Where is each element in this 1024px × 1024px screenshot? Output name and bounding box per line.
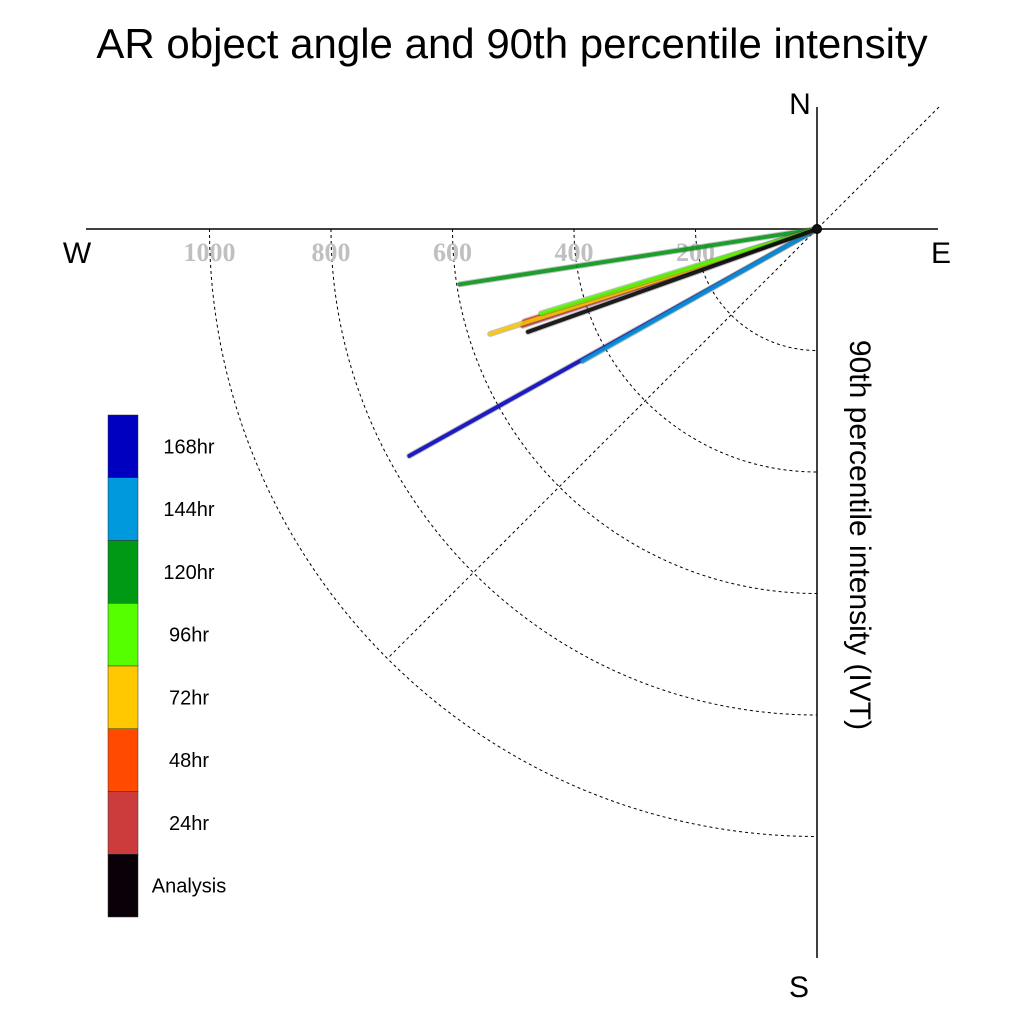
grid-arc-600 <box>452 228 818 594</box>
compass-north: N <box>789 88 811 121</box>
legend-label: 24hr <box>169 813 209 835</box>
tick-label-800: 800 <box>312 238 351 267</box>
compass-axes <box>86 107 938 958</box>
legend-swatch <box>107 603 139 667</box>
vector-96hr <box>538 226 820 317</box>
legend-label: 168hr <box>163 436 214 458</box>
legend: 168hr 144hr 120hr 96hr 72hr 48hr 24hr Analysis <box>107 414 226 918</box>
legend-swatch <box>107 665 139 729</box>
vector-120hr <box>456 226 820 288</box>
legend-label: Analysis <box>152 876 226 898</box>
tick-label-400: 400 <box>555 238 594 267</box>
y-axis-label: 90th percentile intensity (IVT) <box>843 340 876 730</box>
legend-swatch <box>107 728 139 792</box>
legend-swatch <box>107 791 139 855</box>
tick-label-1000: 1000 <box>184 238 236 267</box>
legend-swatch <box>107 854 139 918</box>
vector-analysis <box>524 226 820 335</box>
legend-item-72hr: 72hr <box>107 665 209 729</box>
legend-swatch <box>107 540 139 604</box>
grid-arc-200 <box>695 228 818 351</box>
legend-item-168hr: 168hr <box>107 414 215 478</box>
legend-item-analysis: Analysis <box>107 854 226 918</box>
legend-item-96hr: 96hr <box>107 603 209 667</box>
legend-swatch <box>107 414 139 478</box>
grid-arc-400 <box>573 228 818 473</box>
chart-title: AR object angle and 90th percentile inte… <box>96 20 927 67</box>
legend-label: 96hr <box>169 625 209 647</box>
legend-item-120hr: 120hr <box>107 540 215 604</box>
polar-grid <box>209 106 940 837</box>
tick-label-600: 600 <box>433 238 472 267</box>
legend-label: 144hr <box>163 499 214 521</box>
legend-label: 72hr <box>169 687 209 709</box>
vector-series <box>406 224 822 459</box>
origin-hub <box>812 224 822 234</box>
vector-144hr <box>579 226 820 365</box>
compass-east: E <box>931 237 951 270</box>
compass-south: S <box>789 971 809 1004</box>
compass-west: W <box>63 237 92 270</box>
legend-item-144hr: 144hr <box>107 477 215 541</box>
grid-arc-1000 <box>209 228 818 837</box>
legend-item-48hr: 48hr <box>107 728 209 792</box>
grid-arc-800 <box>330 228 818 716</box>
legend-label: 120hr <box>163 562 214 584</box>
legend-swatch <box>107 477 139 541</box>
legend-label: 48hr <box>169 750 209 772</box>
legend-item-24hr: 24hr <box>107 791 209 855</box>
grid-diagonal <box>387 106 940 659</box>
